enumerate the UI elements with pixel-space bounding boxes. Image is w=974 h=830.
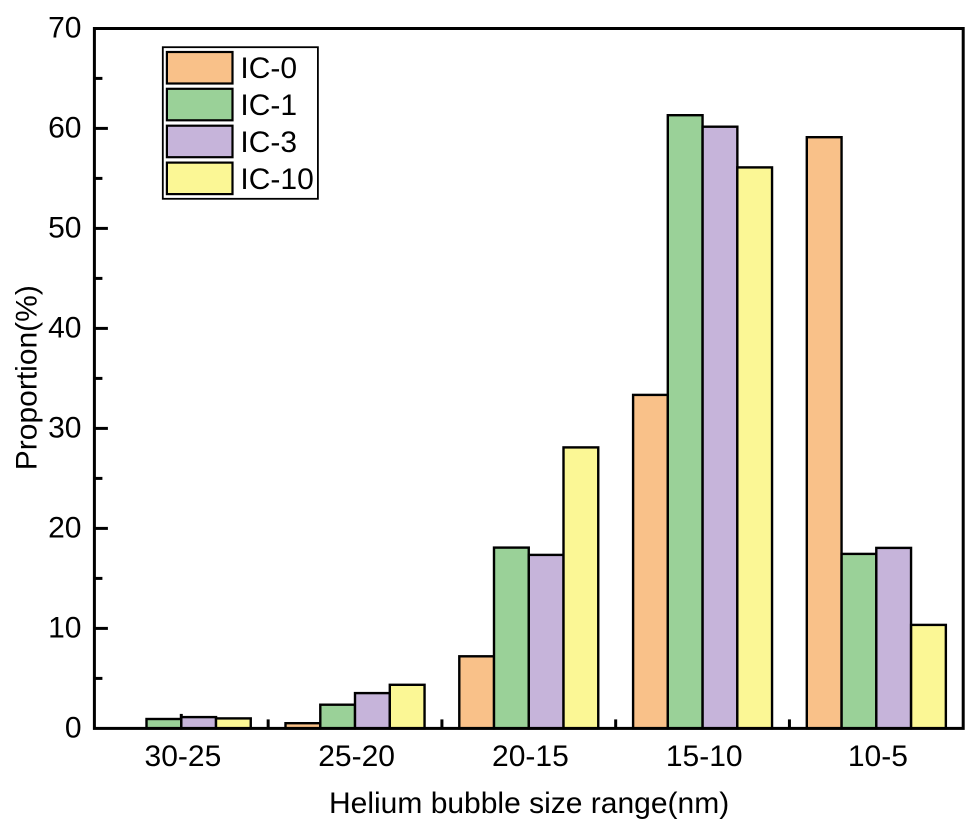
svg-text:10-5: 10-5 [848, 740, 908, 773]
svg-text:0: 0 [65, 712, 82, 745]
svg-text:30: 30 [48, 412, 81, 445]
svg-text:Proportion(%): Proportion(%) [11, 285, 44, 470]
svg-text:30-25: 30-25 [145, 740, 222, 773]
svg-text:15-10: 15-10 [666, 740, 743, 773]
svg-text:IC-0: IC-0 [240, 52, 297, 85]
svg-text:20-15: 20-15 [492, 740, 569, 773]
svg-text:60: 60 [48, 112, 81, 145]
svg-text:Helium bubble size range(nm): Helium bubble size range(nm) [329, 787, 729, 820]
svg-text:IC-10: IC-10 [240, 163, 313, 196]
svg-text:40: 40 [48, 312, 81, 345]
svg-text:20: 20 [48, 512, 81, 545]
svg-text:70: 70 [48, 12, 81, 45]
svg-text:50: 50 [48, 212, 81, 245]
svg-text:25-20: 25-20 [318, 740, 395, 773]
svg-text:IC-3: IC-3 [240, 126, 297, 159]
svg-text:IC-1: IC-1 [240, 89, 297, 122]
svg-text:10: 10 [48, 612, 81, 645]
